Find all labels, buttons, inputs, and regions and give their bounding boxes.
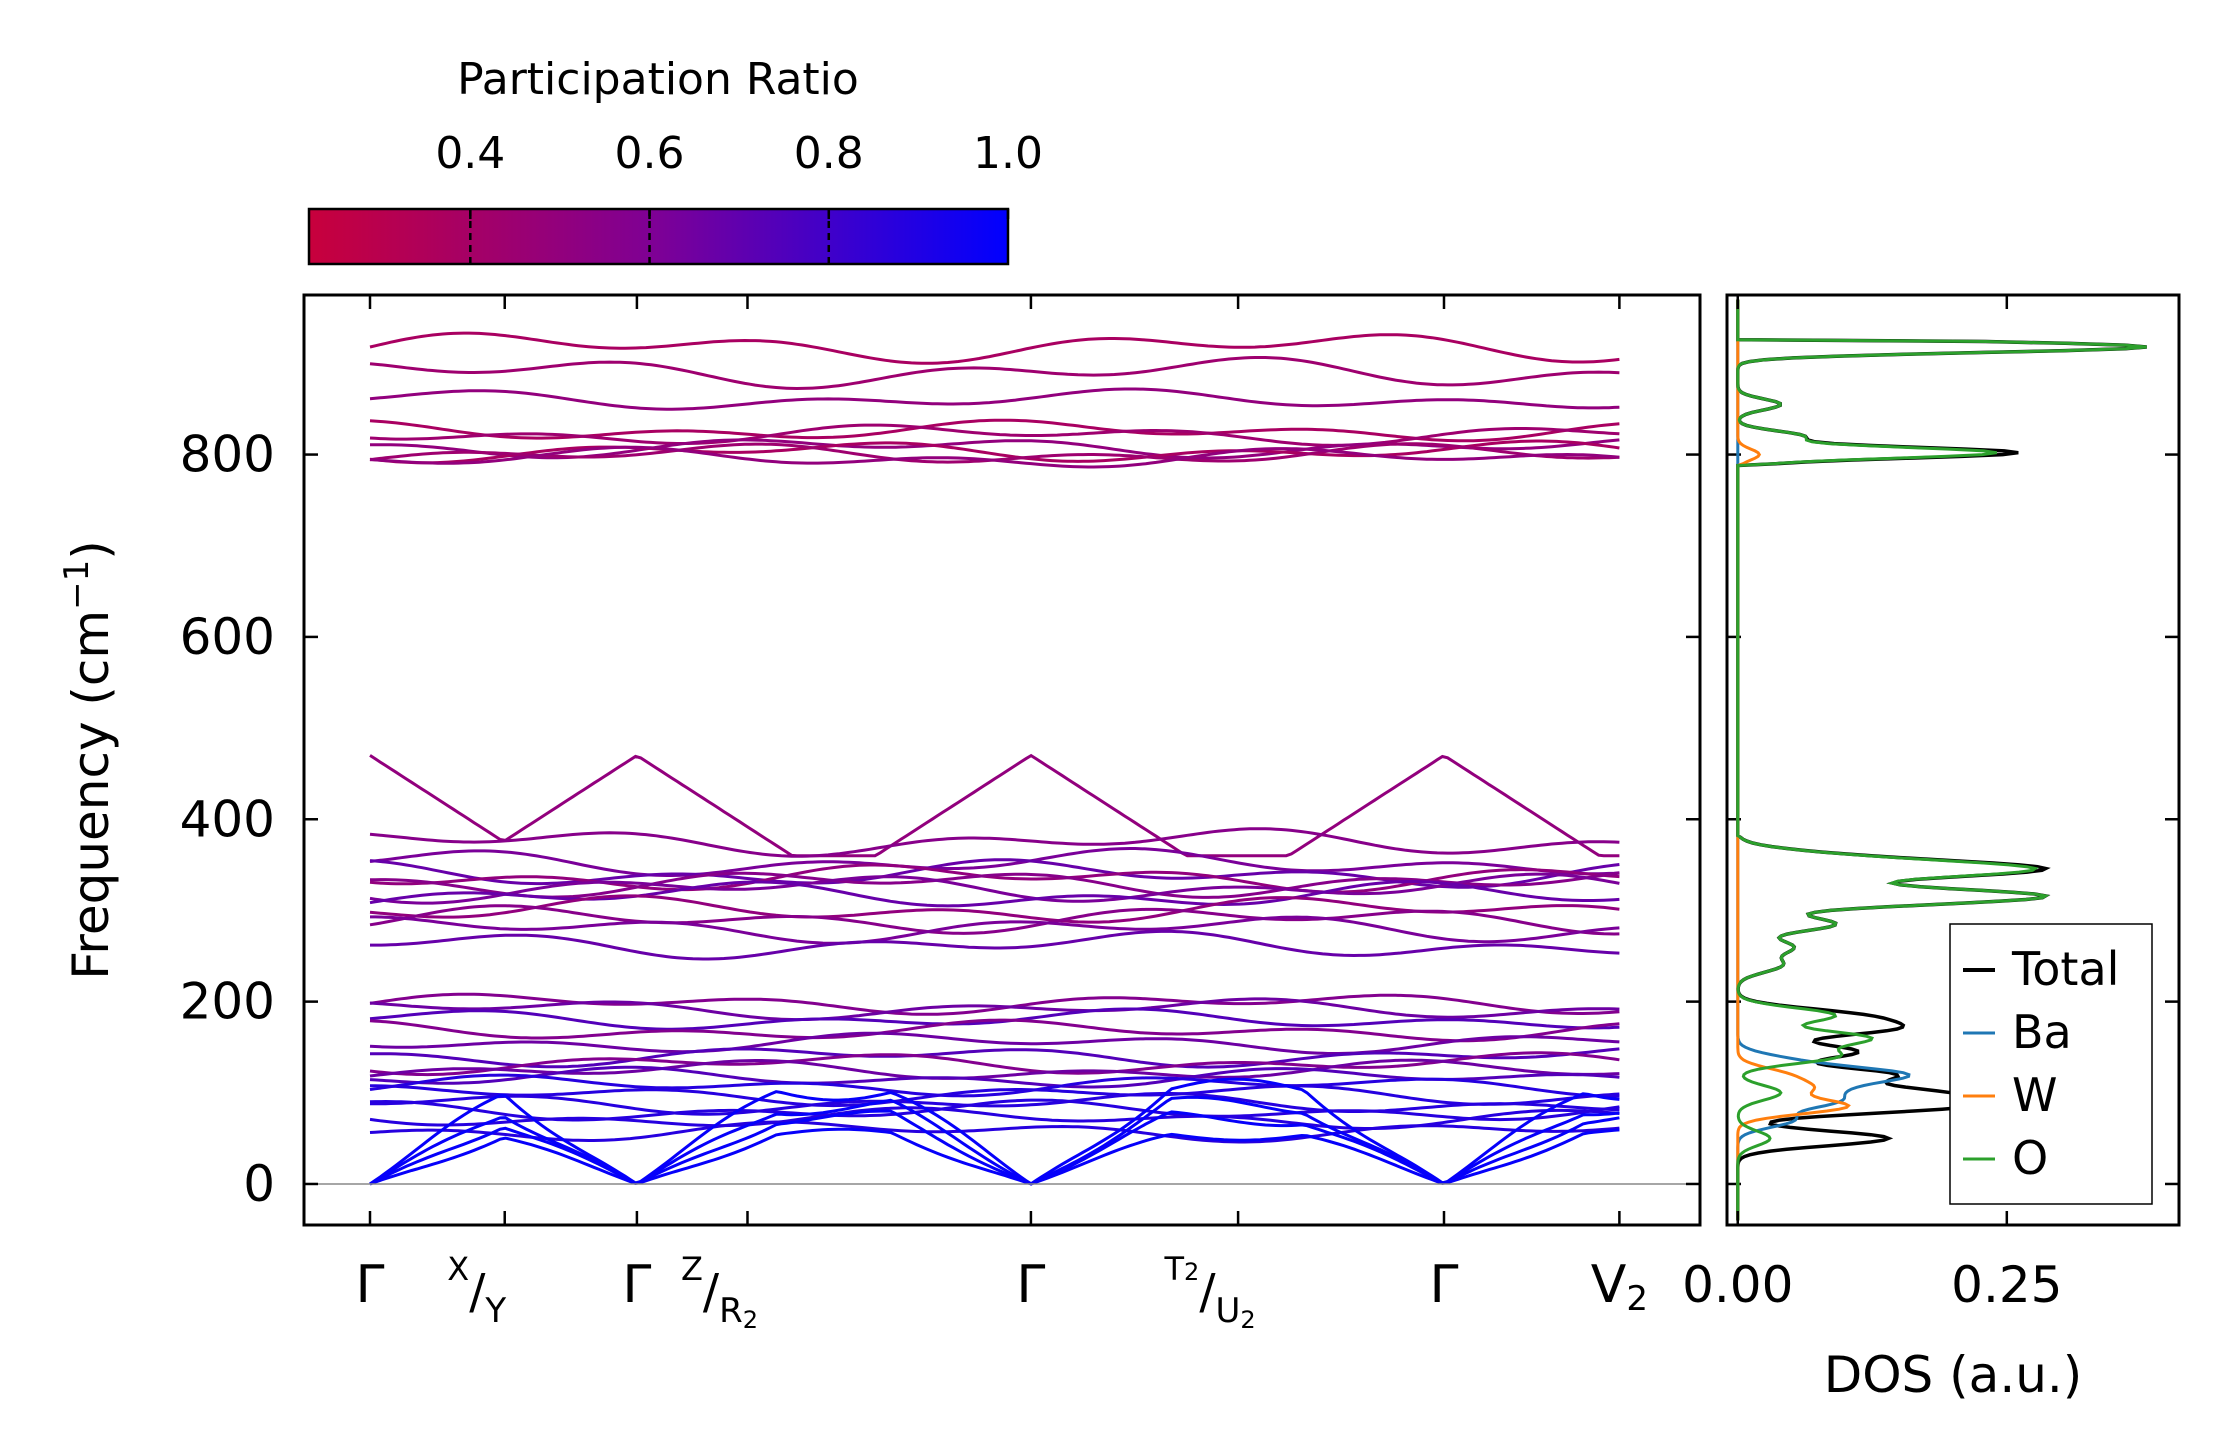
phonon-band-low <box>369 1091 1620 1116</box>
dos-curve-o <box>1736 299 2147 1221</box>
x-tick-label: Γ <box>622 1255 651 1315</box>
x-tick-label-slash: / <box>469 1264 486 1320</box>
dos-legend: Total Ba WO <box>1949 923 2153 1205</box>
phonon-band-high <box>369 445 1620 469</box>
colorbar-gradient <box>307 207 1010 266</box>
x-tick-label-top-sub: 2 <box>1184 1258 1199 1286</box>
dos-curves <box>1736 299 2147 1221</box>
legend-label-total: Total <box>2011 942 2119 996</box>
phonon-band-low <box>369 1073 1620 1098</box>
phonon-band-middle <box>369 847 1620 877</box>
y-tick-label: 200 <box>180 973 275 1031</box>
x-tick-label-bottom: U <box>1216 1291 1241 1331</box>
x-tick-label-slash: / <box>703 1264 720 1320</box>
phonon-band-low <box>369 1031 1620 1055</box>
phonon-band-low <box>369 1120 1620 1144</box>
phonon-band-middle <box>369 753 1620 858</box>
colorbar-tick-label: 0.8 <box>794 128 864 179</box>
x-tick-label-top: T <box>1164 1250 1185 1288</box>
y-tick-label: 600 <box>180 608 275 666</box>
x-tick-label-top: Z <box>681 1250 703 1288</box>
y-tick-label: 0 <box>243 1155 275 1213</box>
colorbar: Participation Ratio 0.4 0.6 0.8 1.0 <box>307 54 1043 266</box>
x-tick-label-compound: X/Y <box>447 1250 506 1331</box>
phonon-band-middle <box>369 872 1620 905</box>
dos-x-tick-label: 0.25 <box>1951 1256 2062 1314</box>
phonon-band-acoustic <box>369 1109 1620 1186</box>
phonon-band-low <box>370 1084 1620 1108</box>
x-tick-label: Γ <box>1430 1255 1459 1315</box>
phonon-bands <box>304 331 1700 1186</box>
x-tick-label-slash: / <box>1199 1264 1216 1320</box>
legend-label-ba: Ba <box>2012 1005 2072 1059</box>
phonon-band-high <box>369 331 1620 365</box>
x-tick-label-bottom: R <box>719 1291 743 1331</box>
colorbar-tick-label: 0.6 <box>615 128 685 179</box>
x-tick-label-top: X <box>447 1250 469 1288</box>
phonon-band-low <box>369 1018 1620 1043</box>
phonon-band-middle <box>370 929 1620 961</box>
phonon-band-middle <box>369 863 1620 894</box>
y-tick-label: 800 <box>180 426 275 484</box>
x-tick-label: V2 <box>1591 1255 1648 1319</box>
dos-panel: 0.00 0.25 DOS (a.u.) Total Ba WO <box>1682 293 2181 1404</box>
phonon-band-middle <box>369 904 1620 936</box>
y-tick-label: 400 <box>180 790 275 848</box>
x-tick-label: Γ <box>356 1255 385 1315</box>
dos-axes-frame <box>1725 293 2181 1227</box>
phonon-band-middle <box>369 871 1620 899</box>
phonon-band-high <box>369 387 1620 411</box>
dos-axes-ticks: 0.00 0.25 <box>1682 295 2062 1314</box>
band-x-axis: Γ X/Y Γ Z/R2Γ T2/U2Γ V2 <box>356 295 1648 1334</box>
phonon-band-middle <box>369 827 1620 858</box>
dos-x-axis-label: DOS (a.u.) <box>1824 1346 2083 1404</box>
phonon-band-low <box>369 1051 1620 1077</box>
phonon-band-high <box>369 418 1620 443</box>
legend-label-w: W <box>2012 1068 2057 1122</box>
phonon-band-high <box>369 356 1620 391</box>
phonon-band-middle <box>370 915 1620 945</box>
phonon-band-low <box>369 997 1620 1022</box>
phonon-band-low <box>369 1007 1620 1031</box>
dos-x-tick-label: 0.00 <box>1682 1256 1793 1314</box>
phonon-band-high <box>369 439 1620 465</box>
y-axis-label-main: Frequency (cm <box>62 610 120 980</box>
colorbar-label: Participation Ratio <box>457 54 859 105</box>
x-tick-label-bottom-sub: 2 <box>743 1306 758 1334</box>
colorbar-ticks: 0.4 0.6 0.8 1.0 <box>435 128 1043 264</box>
phonon-band-low <box>369 1058 1620 1080</box>
legend-label-o: O <box>2012 1131 2048 1185</box>
legend-items: Total Ba WO <box>1963 942 2119 1185</box>
phonon-band-acoustic <box>369 1095 1620 1186</box>
x-tick-label-compound: Z/R2 <box>681 1250 758 1334</box>
phonon-band-low <box>369 1098 1620 1122</box>
colorbar-tick-label: 1.0 <box>973 128 1043 179</box>
x-tick-label-sub: 2 <box>1626 1279 1648 1319</box>
x-tick-label-compound: T2/U2 <box>1164 1250 1256 1334</box>
band-axes-frame <box>302 293 1702 1227</box>
x-tick-label-bottom: Y <box>484 1291 506 1331</box>
colorbar-tick-label: 0.4 <box>435 128 505 179</box>
dos-curve-ba <box>1736 299 1911 1221</box>
x-tick-label-bottom-sub: 2 <box>1240 1306 1255 1334</box>
phonon-band-low <box>370 1047 1620 1069</box>
y-axis-label-end: ) <box>62 540 120 560</box>
y-axis-label: Frequency (cm−1) <box>57 540 120 980</box>
x-tick-label: Γ <box>1016 1255 1045 1315</box>
band-y-axis: 0 200 400 600 800 <box>180 426 2179 1213</box>
phonon-band-acoustic <box>369 1127 1620 1186</box>
phonon-band-high <box>369 423 1620 447</box>
y-axis-label-sup: −1 <box>57 560 97 610</box>
